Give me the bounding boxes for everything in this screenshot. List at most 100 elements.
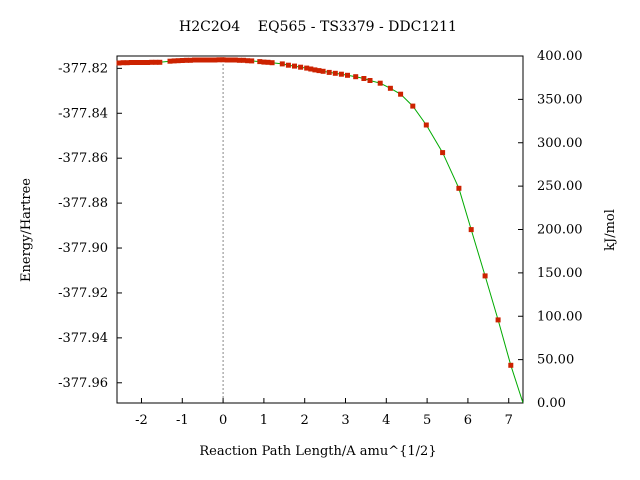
x-tick-label: 0 [219,413,227,428]
data-point [116,60,122,66]
data-point [228,57,234,63]
y-right-tick-label: 50.00 [537,353,574,368]
kj-mol-axis: 0.00 50.00 100.00 150.00 200.00 250.00 300.00 3… [518,49,583,411]
data-point [216,57,222,63]
y-right-tick-label: 0.00 [537,396,566,411]
plot-frame [116,55,524,404]
data-point [456,185,462,191]
data-point [132,60,138,65]
y-left-tick-label: -377.94 [58,331,108,346]
data-point [200,57,206,63]
data-point [316,68,322,74]
data-point [232,57,238,63]
data-point [304,65,310,71]
y-left-tick-label: -377.90 [58,241,108,256]
x-tick-label: 5 [423,413,431,428]
plot-area [116,55,524,404]
energy-curve [118,59,524,404]
data-point [149,59,155,65]
data-point [249,58,255,64]
x-tick-label: 1 [260,413,268,428]
y-left-tick-label: -377.86 [58,151,108,166]
data-point [312,67,318,73]
x-tick-label: -2 [135,413,148,428]
y-left-tick-label: -377.88 [58,196,108,211]
data-point [298,64,304,70]
x-tick-label: 7 [505,413,513,428]
path-length-axis: -2 -1 0 1 2 3 4 5 6 7 [135,398,513,428]
y-right-tick-label: 300.00 [537,136,583,151]
data-point [410,103,416,109]
data-point [196,57,202,63]
data-point [377,80,383,86]
data-point [279,61,285,67]
data-point [468,227,474,233]
data-point [204,57,210,63]
y-right-tick-label: 350.00 [537,92,583,107]
data-point [423,122,429,128]
y-axis-title-right: kJ/mol [603,209,618,251]
y-left-tick-label: -377.96 [58,376,108,391]
data-point [212,57,218,63]
data-point [269,60,275,66]
data-point [440,150,446,156]
data-point [136,60,142,65]
data-point [387,85,393,91]
data-point [367,78,373,83]
x-tick-label: 6 [464,413,472,428]
data-point [326,69,332,75]
y-left-tick-label: -377.82 [58,61,108,76]
x-tick-label: 4 [382,413,390,428]
data-point [220,57,226,63]
y-left-tick-label: -377.84 [58,106,108,121]
data-point [320,68,326,74]
x-tick-label: -1 [176,413,189,428]
y-right-tick-label: 100.00 [537,309,583,324]
y-axis-title-left: Energy/Hartree [19,178,34,282]
data-point [495,317,501,323]
data-point [308,66,314,72]
data-point [257,59,263,65]
data-point [175,58,181,64]
data-point [120,60,126,66]
data-point [153,59,159,65]
data-point [241,57,246,63]
data-point [208,57,214,63]
data-point [482,273,488,279]
x-tick-label: 3 [341,413,349,428]
data-point [353,74,359,80]
energy-axis: -377.82 -377.84 -377.86 -377.88 -377.90 -377.… [58,61,122,391]
data-point [292,63,297,69]
data-point [361,76,367,81]
data-point [245,58,251,64]
data-point [285,62,291,68]
y-right-tick-label: 150.00 [537,266,583,281]
data-point [261,59,267,65]
data-point [128,60,134,65]
data-point [183,57,189,63]
data-point [124,60,130,66]
data-point [145,60,151,65]
y-right-tick-label: 250.00 [537,179,583,194]
x-axis-title: Reaction Path Length/A amu^{1/2} [199,444,436,459]
data-point [141,60,146,65]
data-point [236,57,242,63]
data-point [224,57,230,63]
data-point [332,70,338,76]
data-point [345,72,350,78]
chart-title: H2C2O4 EQ565 - TS3379 - DDC1211 [179,19,457,35]
data-point [338,71,344,77]
y-right-tick-label: 400.00 [537,49,583,64]
data-point [179,58,185,63]
y-right-tick-label: 200.00 [537,223,583,238]
data-point [167,58,173,64]
data-point [398,91,404,97]
x-tick-label: 2 [301,413,309,428]
data-point [187,57,193,63]
data-point [171,58,177,64]
data-point [508,362,514,368]
y-left-tick-label: -377.92 [58,286,108,301]
data-point [192,57,197,63]
data-point [265,59,271,65]
